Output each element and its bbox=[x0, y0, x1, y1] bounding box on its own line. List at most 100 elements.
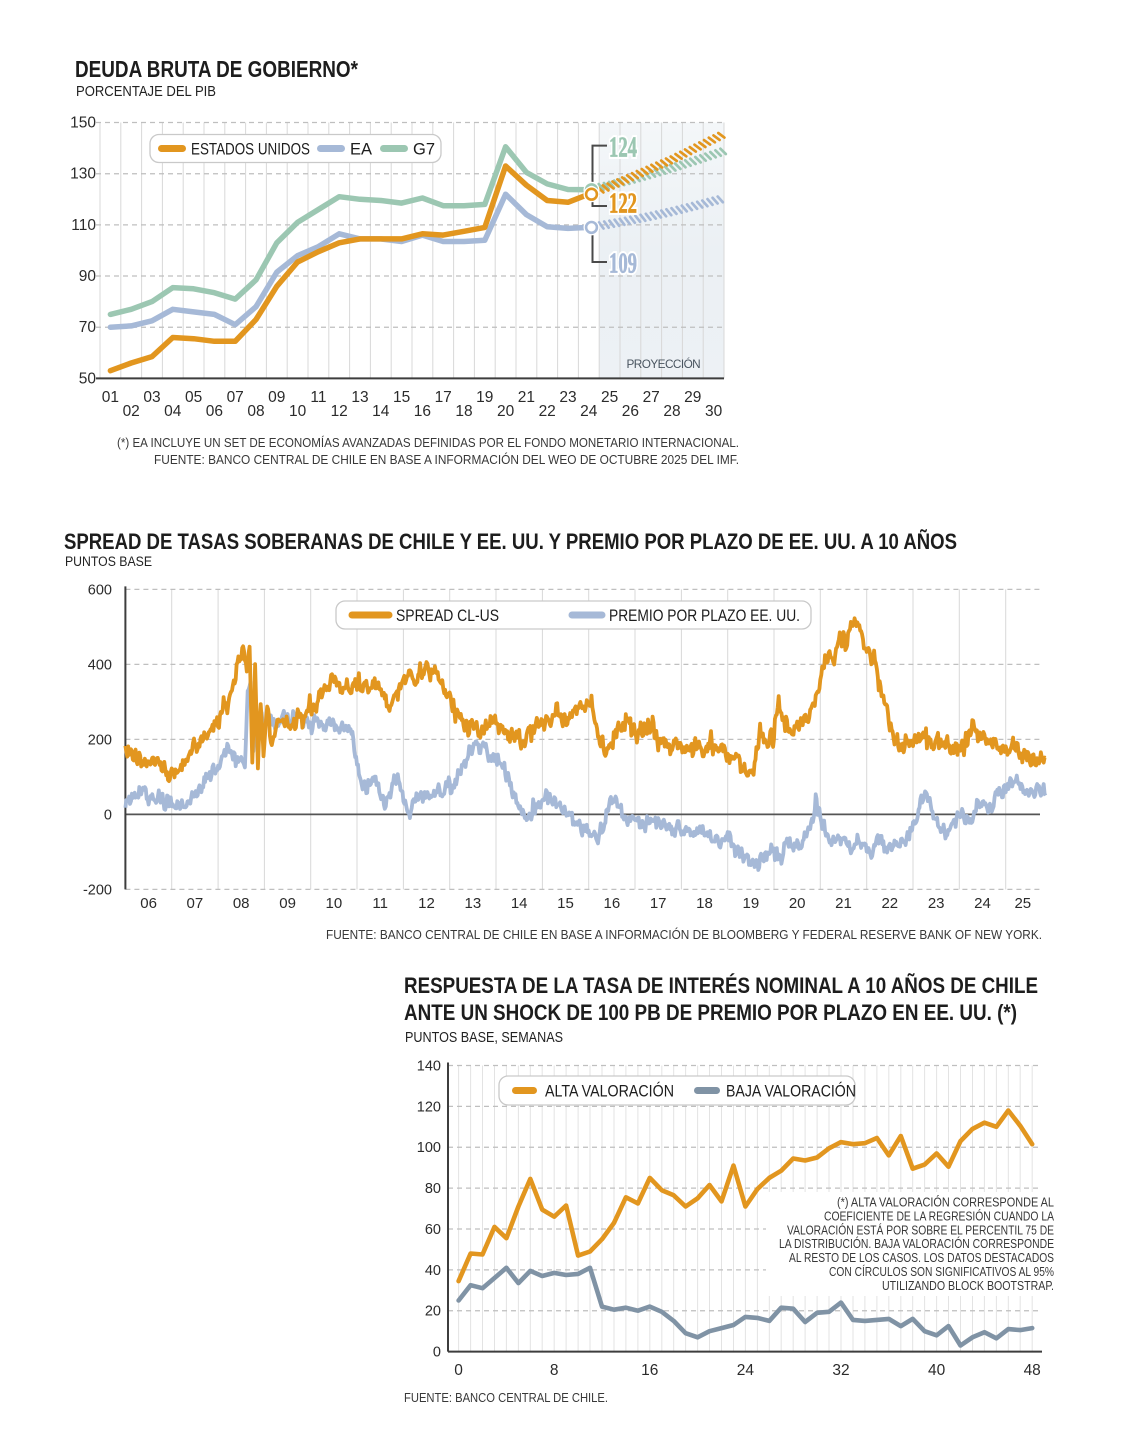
svg-text:24: 24 bbox=[737, 1362, 755, 1379]
svg-text:CON CÍRCULOS SON SIGNIFICATIVO: CON CÍRCULOS SON SIGNIFICATIVOS AL 95% bbox=[829, 1264, 1054, 1279]
svg-text:06: 06 bbox=[206, 403, 223, 420]
svg-text:FUENTE: BANCO CENTRAL DE CHILE: FUENTE: BANCO CENTRAL DE CHILE EN BASE A… bbox=[154, 452, 739, 467]
svg-text:PUNTOS BASE: PUNTOS BASE bbox=[65, 554, 152, 569]
svg-text:05: 05 bbox=[185, 389, 202, 406]
svg-text:RESPUESTA DE LA TASA DE INTERÉ: RESPUESTA DE LA TASA DE INTERÉS NOMINAL … bbox=[404, 973, 1038, 998]
svg-text:15: 15 bbox=[557, 895, 574, 912]
svg-text:PREMIO POR PLAZO EE. UU.: PREMIO POR PLAZO EE. UU. bbox=[609, 607, 800, 625]
svg-text:80: 80 bbox=[425, 1181, 441, 1197]
svg-text:23: 23 bbox=[559, 389, 576, 406]
svg-text:20: 20 bbox=[425, 1304, 441, 1320]
svg-text:06: 06 bbox=[140, 895, 157, 912]
svg-text:13: 13 bbox=[351, 389, 368, 406]
svg-text:18: 18 bbox=[696, 895, 713, 912]
svg-text:32: 32 bbox=[832, 1362, 849, 1379]
svg-text:100: 100 bbox=[417, 1140, 441, 1156]
svg-text:19: 19 bbox=[743, 895, 760, 912]
svg-text:(*) EA INCLUYE UN SET DE ECONO: (*) EA INCLUYE UN SET DE ECONOMÍAS AVANZ… bbox=[117, 435, 739, 450]
svg-text:ANTE UN SHOCK DE 100 PB DE PRE: ANTE UN SHOCK DE 100 PB DE PREMIO POR PL… bbox=[404, 1000, 1017, 1025]
svg-text:10: 10 bbox=[326, 895, 343, 912]
svg-text:-200: -200 bbox=[83, 882, 112, 898]
svg-text:19: 19 bbox=[476, 389, 493, 406]
svg-text:23: 23 bbox=[928, 895, 945, 912]
svg-text:15: 15 bbox=[393, 389, 410, 406]
svg-text:PROYECCIÓN: PROYECCIÓN bbox=[627, 357, 702, 371]
svg-text:16: 16 bbox=[641, 1362, 658, 1379]
svg-text:16: 16 bbox=[604, 895, 621, 912]
svg-text:PORCENTAJE DEL PIB: PORCENTAJE DEL PIB bbox=[76, 84, 216, 100]
svg-text:LA DISTRIBUCIÓN. BAJA VALORACI: LA DISTRIBUCIÓN. BAJA VALORACIÓN CORRESP… bbox=[779, 1236, 1054, 1251]
svg-text:0: 0 bbox=[433, 1345, 441, 1361]
svg-text:60: 60 bbox=[425, 1222, 441, 1238]
svg-text:04: 04 bbox=[164, 403, 182, 420]
svg-text:122: 122 bbox=[609, 188, 637, 220]
svg-text:16: 16 bbox=[414, 403, 431, 420]
svg-text:07: 07 bbox=[227, 389, 244, 406]
svg-text:ALTA VALORACIÓN: ALTA VALORACIÓN bbox=[545, 1082, 674, 1101]
svg-text:124: 124 bbox=[609, 132, 637, 164]
svg-text:109: 109 bbox=[609, 248, 637, 280]
svg-text:120: 120 bbox=[417, 1099, 441, 1115]
svg-text:17: 17 bbox=[650, 895, 667, 912]
svg-text:122: 122 bbox=[609, 188, 637, 220]
svg-text:20: 20 bbox=[789, 895, 806, 912]
svg-text:0: 0 bbox=[454, 1362, 463, 1379]
svg-text:90: 90 bbox=[79, 268, 97, 285]
svg-text:110: 110 bbox=[71, 217, 96, 234]
svg-text:07: 07 bbox=[187, 895, 204, 912]
svg-text:13: 13 bbox=[465, 895, 482, 912]
svg-text:30: 30 bbox=[705, 403, 723, 420]
svg-text:08: 08 bbox=[247, 403, 264, 420]
svg-text:26: 26 bbox=[622, 403, 639, 420]
svg-text:ESTADOS UNIDOS: ESTADOS UNIDOS bbox=[191, 141, 310, 159]
svg-text:SPREAD DE TASAS SOBERANAS DE C: SPREAD DE TASAS SOBERANAS DE CHILE Y EE.… bbox=[64, 529, 957, 554]
svg-text:UTILIZANDO BLOCK BOOTSTRAP.: UTILIZANDO BLOCK BOOTSTRAP. bbox=[882, 1278, 1054, 1293]
svg-text:02: 02 bbox=[123, 403, 140, 420]
svg-text:18: 18 bbox=[455, 403, 472, 420]
svg-text:600: 600 bbox=[88, 582, 112, 598]
svg-text:24: 24 bbox=[580, 403, 598, 420]
svg-text:0: 0 bbox=[104, 807, 112, 823]
svg-text:150: 150 bbox=[70, 115, 96, 132]
svg-text:24: 24 bbox=[974, 895, 991, 912]
svg-text:20: 20 bbox=[497, 403, 515, 420]
svg-text:48: 48 bbox=[1024, 1362, 1041, 1379]
svg-text:01: 01 bbox=[102, 389, 119, 406]
svg-text:25: 25 bbox=[1014, 895, 1031, 912]
svg-text:17: 17 bbox=[435, 389, 452, 406]
svg-text:FUENTE: BANCO CENTRAL DE CHILE: FUENTE: BANCO CENTRAL DE CHILE EN BASE A… bbox=[326, 927, 1042, 942]
svg-text:SPREAD CL-US: SPREAD CL-US bbox=[396, 607, 499, 625]
svg-text:50: 50 bbox=[79, 370, 97, 387]
svg-text:G7: G7 bbox=[413, 141, 435, 159]
svg-text:130: 130 bbox=[70, 166, 96, 183]
svg-text:03: 03 bbox=[143, 389, 160, 406]
svg-text:400: 400 bbox=[88, 657, 112, 673]
svg-text:200: 200 bbox=[88, 732, 112, 748]
svg-text:(*) ALTA VALORACIÓN CORRESPOND: (*) ALTA VALORACIÓN CORRESPONDE AL bbox=[837, 1195, 1054, 1210]
svg-text:08: 08 bbox=[233, 895, 250, 912]
svg-text:PUNTOS BASE, SEMANAS: PUNTOS BASE, SEMANAS bbox=[405, 1030, 563, 1046]
svg-text:09: 09 bbox=[279, 895, 296, 912]
svg-text:8: 8 bbox=[550, 1362, 559, 1379]
svg-text:27: 27 bbox=[643, 389, 660, 406]
svg-text:EA: EA bbox=[350, 141, 372, 159]
svg-text:14: 14 bbox=[511, 895, 528, 912]
svg-text:22: 22 bbox=[539, 403, 556, 420]
svg-text:BAJA VALORACIÓN: BAJA VALORACIÓN bbox=[726, 1082, 856, 1101]
svg-text:AL RESTO DE LOS CASOS. LOS DAT: AL RESTO DE LOS CASOS. LOS DATOS DESTACA… bbox=[789, 1250, 1054, 1265]
svg-text:40: 40 bbox=[928, 1362, 946, 1379]
svg-text:124: 124 bbox=[609, 132, 637, 164]
svg-text:109: 109 bbox=[609, 248, 637, 280]
svg-text:22: 22 bbox=[881, 895, 898, 912]
svg-text:14: 14 bbox=[372, 403, 390, 420]
svg-text:11: 11 bbox=[372, 895, 388, 912]
svg-text:10: 10 bbox=[289, 403, 307, 420]
svg-text:21: 21 bbox=[835, 895, 852, 912]
svg-text:40: 40 bbox=[425, 1263, 441, 1279]
svg-text:11: 11 bbox=[310, 389, 326, 406]
svg-text:12: 12 bbox=[418, 895, 435, 912]
svg-text:09: 09 bbox=[268, 389, 285, 406]
svg-text:COEFICIENTE DE LA REGRESIÓN CU: COEFICIENTE DE LA REGRESIÓN CUANDO LA bbox=[824, 1208, 1054, 1223]
svg-text:21: 21 bbox=[518, 389, 535, 406]
svg-text:12: 12 bbox=[331, 403, 348, 420]
